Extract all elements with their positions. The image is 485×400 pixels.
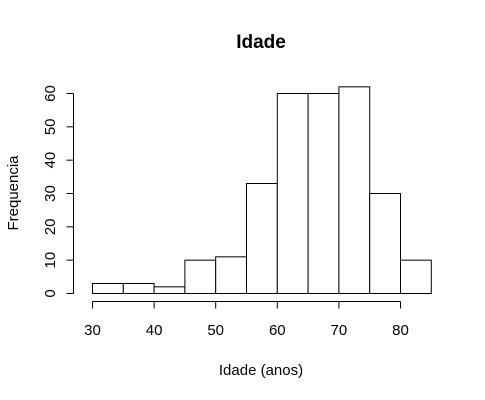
histogram-bar-35-40 (122, 283, 155, 294)
histogram-bar-60-65 (276, 93, 309, 294)
x-tick-label-30: 30 (84, 322, 101, 339)
x-axis-label: Idade (anos) (219, 362, 303, 379)
chart-title: Idade (236, 32, 286, 53)
x-tick-label-80: 80 (392, 322, 409, 339)
y-axis: 0 10 20 30 40 50 60 (42, 85, 74, 298)
histogram-bar-55-60 (246, 183, 278, 294)
histogram-bar-40-45 (153, 286, 186, 295)
y-tick-label-0: 0 (42, 289, 59, 297)
y-tick-label-10: 10 (42, 252, 59, 269)
y-axis-label: Frequencia (5, 155, 22, 231)
y-tick-label-60: 60 (42, 85, 59, 102)
histogram-bar-30-35 (92, 283, 124, 294)
histogram-bars (92, 86, 432, 295)
y-tick-label-20: 20 (42, 218, 59, 235)
y-tick-label-40: 40 (42, 152, 59, 169)
y-tick-label-50: 50 (42, 118, 59, 135)
histogram-bar-70-75 (338, 86, 371, 295)
histogram-bar-75-80 (369, 193, 402, 294)
x-tick-label-60: 60 (269, 322, 286, 339)
histogram-bar-50-55 (215, 256, 247, 295)
y-tick-label-30: 30 (42, 185, 59, 202)
x-tick-label-70: 70 (331, 322, 348, 339)
x-axis: 30 40 50 60 70 80 (84, 301, 409, 339)
histogram-bar-45-50 (184, 259, 217, 294)
histogram-bar-65-70 (307, 93, 340, 294)
x-tick-label-40: 40 (146, 322, 163, 339)
x-tick-label-50: 50 (207, 322, 224, 339)
histogram-bar-80-85 (400, 259, 432, 294)
